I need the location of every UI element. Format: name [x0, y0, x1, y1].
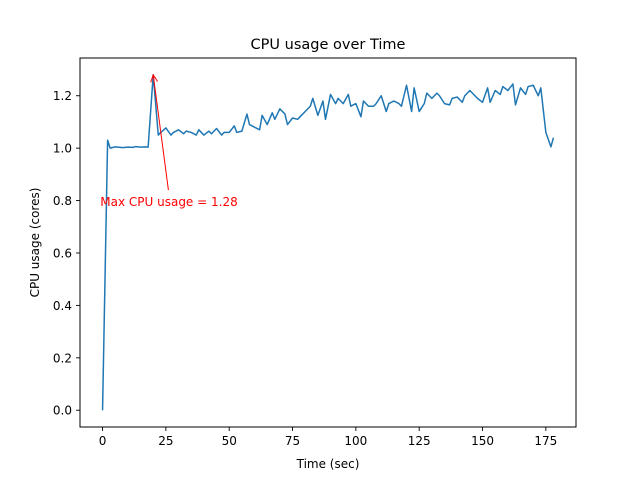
y-tick-label: 1.2 [53, 89, 72, 103]
x-axis: 0 25 50 75 100 125 150 175 [99, 427, 557, 448]
y-tick-label: 1.0 [53, 142, 72, 156]
y-tick-label: 0.4 [53, 299, 72, 313]
x-tick-label: 50 [222, 434, 237, 448]
x-tick-label: 25 [158, 434, 173, 448]
x-tick-label: 125 [408, 434, 431, 448]
x-tick-label: 75 [285, 434, 300, 448]
chart-title: CPU usage over Time [251, 37, 406, 53]
max-annotation-arrowhead [150, 73, 159, 83]
plot-frame [79, 57, 577, 428]
y-tick-label: 0.0 [53, 404, 72, 418]
x-axis-label: Time (sec) [296, 457, 360, 471]
y-axis-label: CPU usage (cores) [28, 188, 42, 298]
x-tick-label: 175 [534, 434, 557, 448]
y-tick-label: 0.8 [53, 194, 72, 208]
max-annotation-label: Max CPU usage = 1.28 [100, 195, 237, 209]
x-tick-label: 100 [344, 434, 367, 448]
y-tick-label: 0.6 [53, 246, 72, 260]
x-tick-label: 150 [471, 434, 494, 448]
y-tick-label: 0.2 [53, 351, 72, 365]
cpu-usage-series-line [101, 74, 555, 411]
y-axis: 0.0 0.2 0.4 0.6 0.8 1.0 1.2 [53, 89, 80, 418]
x-tick-label: 0 [99, 434, 107, 448]
max-annotation-arrow [152, 74, 169, 191]
